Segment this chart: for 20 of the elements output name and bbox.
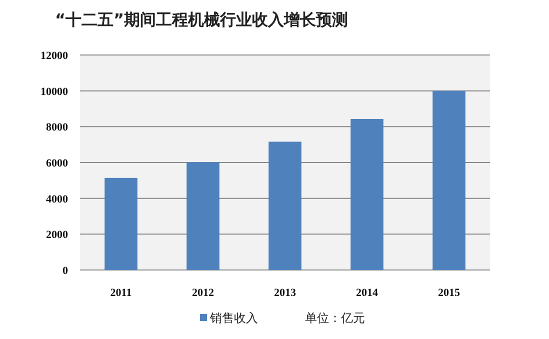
bar (186, 162, 220, 270)
y-tick-label: 8000 (46, 122, 68, 134)
y-tick-label: 0 (62, 265, 68, 277)
x-tick-label: 2015 (438, 287, 460, 299)
x-tick-label: 2012 (192, 287, 214, 299)
x-tick-label: 2013 (274, 287, 296, 299)
chart-title: “十二五”期间工程机械行业收入增长预测 (55, 10, 348, 29)
text: 单位：亿元 (305, 311, 365, 325)
x-tick-label: 2011 (110, 287, 132, 299)
bar (268, 142, 302, 270)
y-tick-label: 10000 (40, 86, 68, 98)
y-tick-label: 12000 (40, 50, 68, 62)
bar (350, 118, 384, 270)
y-tick-label: 4000 (46, 193, 68, 206)
bar (432, 90, 466, 270)
bar (104, 178, 138, 270)
y-tick-label: 6000 (46, 158, 68, 170)
legend-label: 销售收入 (209, 311, 258, 325)
x-tick-label: 2014 (356, 287, 378, 299)
y-tick-label: 2000 (46, 229, 68, 242)
